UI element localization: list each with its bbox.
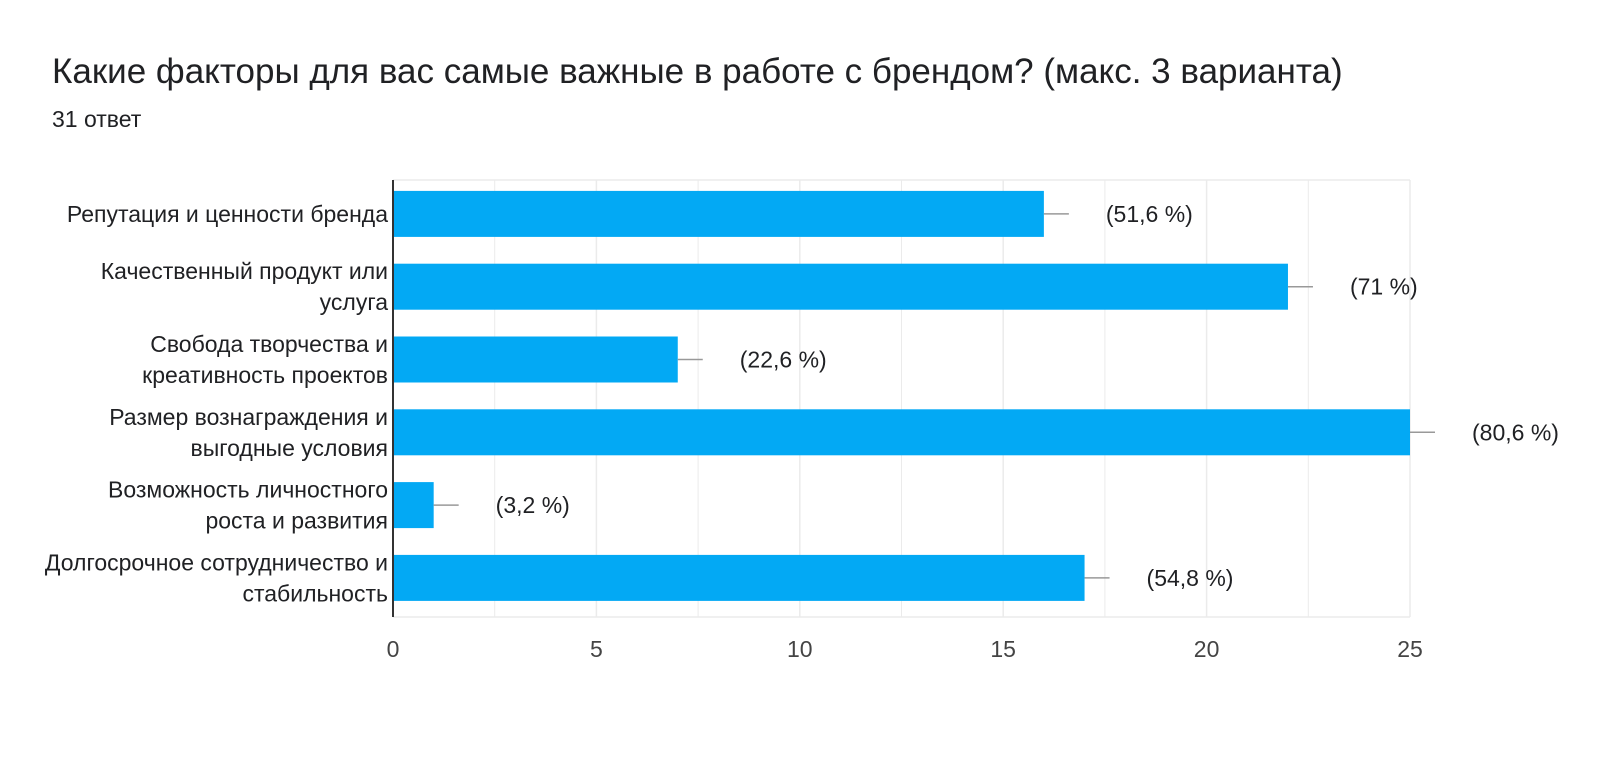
x-tick-label: 15	[990, 636, 1016, 662]
x-tick-label: 10	[787, 636, 813, 662]
bar	[393, 554, 1085, 601]
x-tick-labels: 0 5 10 15 20 25	[387, 636, 1423, 662]
bar	[393, 409, 1410, 456]
response-count: 31 ответ	[52, 106, 142, 132]
category-label: Долгосрочное сотрудничество и стабильност…	[45, 549, 388, 606]
category-label: Возможность личностного роста и развития	[108, 477, 388, 534]
category-label: Свобода творчества и креативность проекто…	[142, 331, 388, 388]
bar	[393, 190, 1044, 237]
bars	[393, 190, 1410, 601]
bar	[393, 336, 678, 383]
bar	[393, 263, 1288, 310]
chart-title: Какие факторы для вас самые важные в раб…	[52, 52, 1343, 91]
data-label: (71 %)	[1350, 274, 1418, 300]
data-label: (51,6 %)	[1106, 201, 1193, 227]
category-label: Репутация и ценности бренда	[67, 201, 388, 227]
data-label: (80,6 %)	[1472, 419, 1559, 445]
grid-lines	[393, 179, 1411, 618]
x-tick-label: 20	[1194, 636, 1220, 662]
x-tick-label: 25	[1397, 636, 1423, 662]
data-labels: (51,6 %) (71 %) (22,6 %) (80,6 %) (3,2 %) (54…	[496, 201, 1559, 591]
x-tick-label: 0	[387, 636, 400, 662]
category-label: Качественный продукт или услуга	[101, 258, 388, 315]
data-label: (54,8 %)	[1147, 565, 1234, 591]
bar	[393, 482, 434, 529]
error-whiskers	[433, 213, 1435, 579]
category-labels: Репутация и ценности бренда Качественный …	[45, 201, 388, 607]
category-label: Размер вознаграждения и выгодные условия	[109, 404, 388, 461]
x-tick-label: 5	[590, 636, 603, 662]
data-label: (22,6 %)	[740, 347, 827, 373]
data-label: (3,2 %)	[496, 492, 570, 518]
